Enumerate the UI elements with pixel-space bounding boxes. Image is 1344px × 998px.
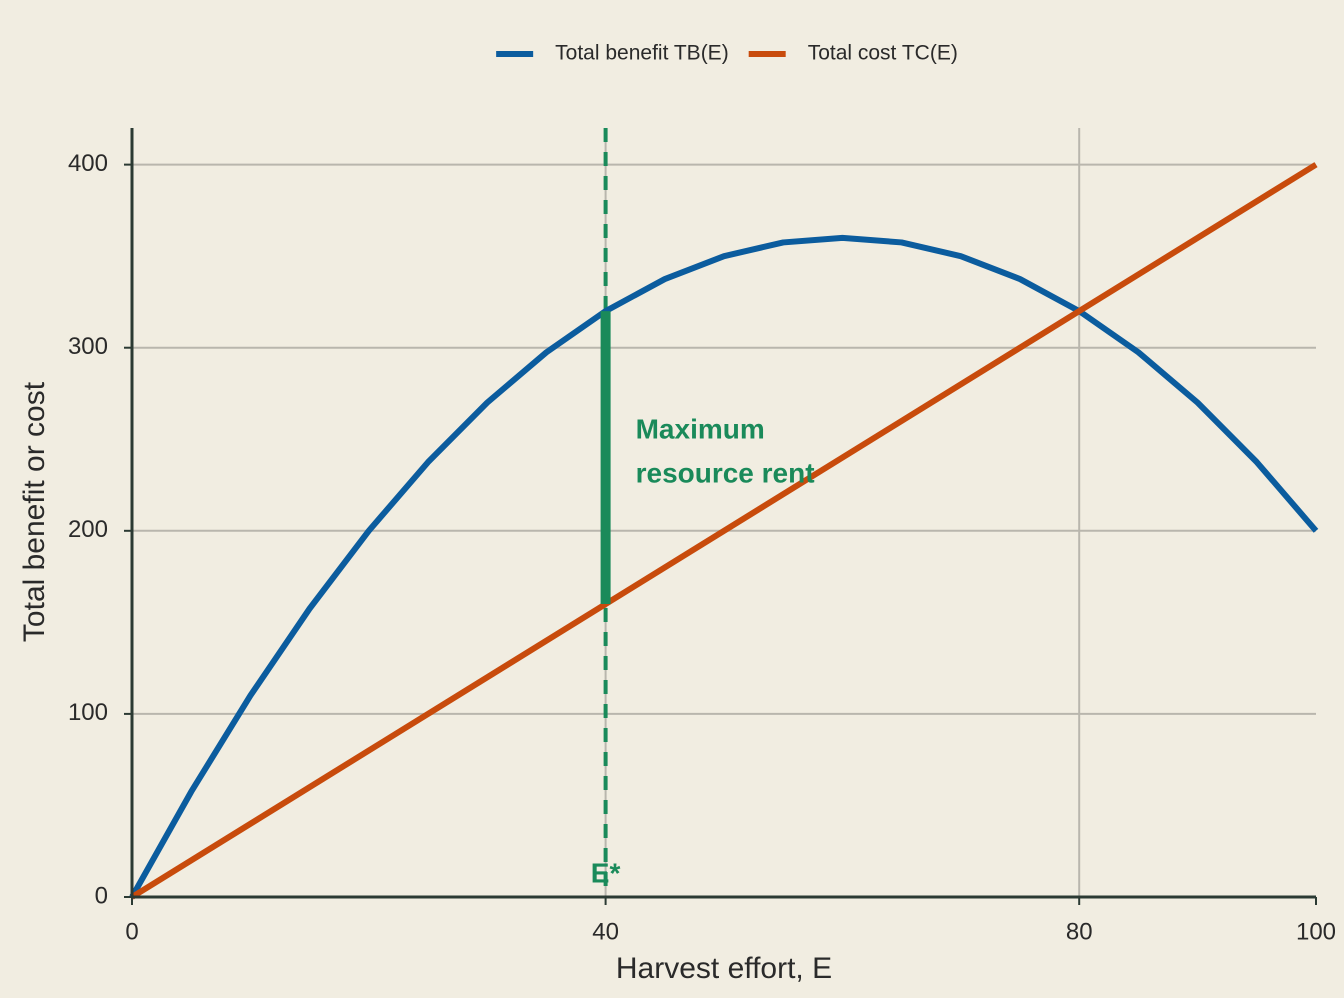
- y-axis-label: Total benefit or cost: [18, 381, 51, 642]
- x-axis-label: Harvest effort, E: [616, 952, 832, 985]
- x-tick-label: 80: [1066, 918, 1093, 945]
- rent-label: resource rent: [636, 457, 815, 488]
- optimum-label: E*: [591, 857, 621, 888]
- x-tick-label: 0: [125, 918, 138, 945]
- legend: Total benefit TB(E) Total cost TC(E): [496, 42, 958, 65]
- legend-text: Total cost TC(E): [808, 42, 958, 65]
- series-line: [130, 162, 1318, 900]
- x-tick-label: 100: [1296, 918, 1336, 945]
- rent-label: Maximum: [636, 413, 765, 444]
- x-tick-label: 40: [592, 918, 619, 945]
- y-tick-label: 100: [68, 699, 108, 726]
- y-tick-label: 300: [68, 333, 108, 360]
- y-tick-label: 0: [95, 882, 108, 909]
- y-tick-label: 200: [68, 516, 108, 543]
- series-line: [129, 234, 1319, 899]
- y-tick-label: 400: [68, 150, 108, 177]
- legend-text: Total benefit TB(E): [555, 42, 729, 65]
